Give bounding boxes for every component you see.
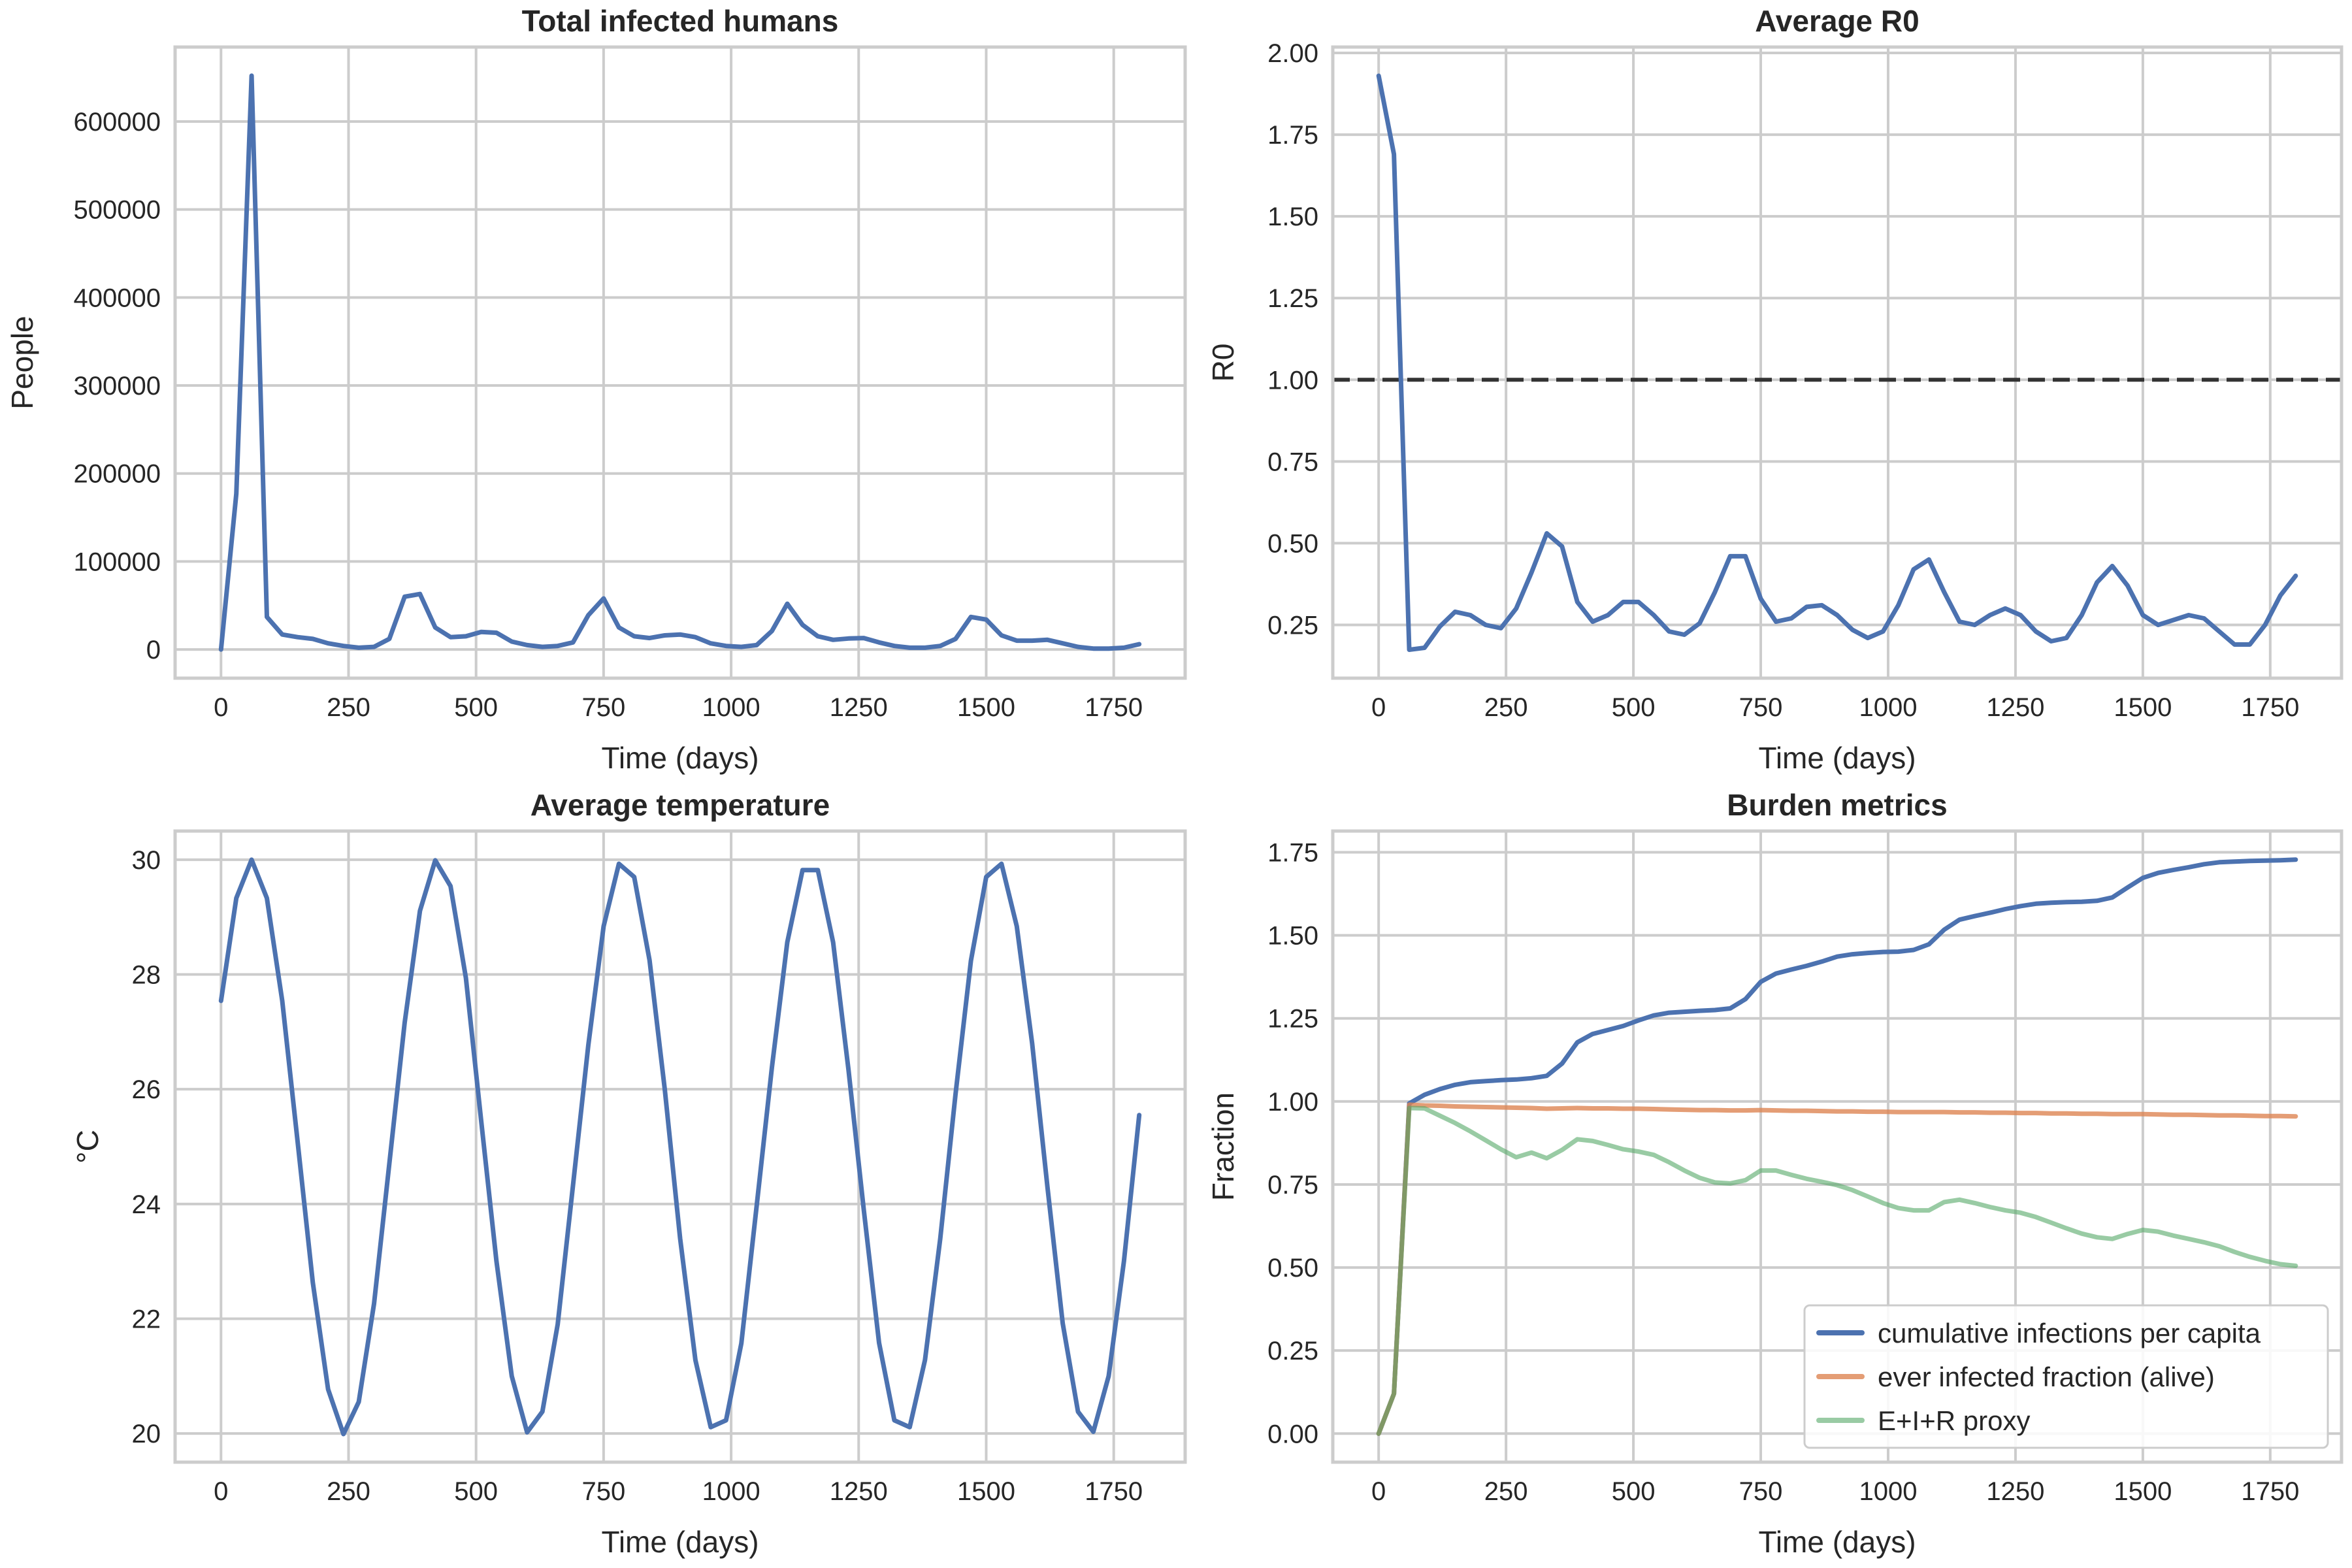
y-tick-label: 24 — [132, 1190, 161, 1219]
x-tick-label: 250 — [1484, 693, 1528, 722]
x-tick-label: 1250 — [1986, 693, 2044, 722]
series-line-1 — [1376, 73, 2298, 652]
x-tick-label: 500 — [1612, 1477, 1656, 1506]
y-tick-label: 0.75 — [1267, 1171, 1318, 1200]
x-tick-label: 1000 — [1859, 693, 1917, 722]
y-tick-label: 0.25 — [1267, 1337, 1318, 1365]
series-line-1 — [1376, 857, 2298, 1436]
y-tick-label: 600000 — [74, 108, 161, 137]
legend-label: cumulative infections per capita — [1878, 1318, 2261, 1348]
y-tick-label: 100000 — [74, 547, 161, 576]
x-tick-label: 1000 — [702, 1477, 760, 1506]
x-tick-label: 1750 — [2241, 693, 2299, 722]
x-axis-label: Time (days) — [601, 741, 759, 775]
x-tick-label: 500 — [1612, 693, 1656, 722]
y-tick-label: 26 — [132, 1075, 161, 1104]
subplot-title: Total infected humans — [522, 4, 839, 38]
y-tick-label: 20 — [132, 1420, 161, 1448]
y-tick-label: 1.00 — [1267, 1088, 1318, 1117]
y-axis-label: °C — [71, 1130, 105, 1164]
plot-area — [1333, 47, 2342, 678]
x-tick-label: 1500 — [957, 693, 1015, 722]
x-tick-label: 500 — [454, 1477, 498, 1506]
y-tick-label: 1.75 — [1267, 121, 1318, 150]
y-tick-label: 0 — [146, 636, 161, 664]
x-tick-label: 1000 — [702, 693, 760, 722]
y-axis-label: Fraction — [1206, 1092, 1240, 1201]
y-tick-label: 1.25 — [1267, 284, 1318, 313]
series-line-1 — [218, 857, 1142, 1437]
x-tick-label: 250 — [327, 1477, 370, 1506]
series-line-2 — [1376, 1102, 2298, 1436]
y-tick-label: 400000 — [74, 284, 161, 312]
x-tick-label: 1750 — [2241, 1477, 2299, 1506]
y-tick-label: 30 — [132, 846, 161, 875]
y-tick-label: 2.00 — [1267, 39, 1318, 68]
series-line-3 — [1376, 1105, 2298, 1436]
x-axis-label: Time (days) — [601, 1525, 759, 1559]
x-tick-label: 1750 — [1085, 693, 1143, 722]
y-tick-label: 1.50 — [1267, 922, 1318, 951]
subplot-title: Average temperature — [531, 788, 830, 822]
legend-label: E+I+R proxy — [1878, 1405, 2030, 1436]
x-axis-label: Time (days) — [1758, 741, 1916, 775]
x-tick-label: 750 — [1739, 693, 1783, 722]
x-tick-label: 750 — [1739, 1477, 1783, 1506]
legend-box — [1803, 1304, 2329, 1449]
subplot-title: Burden metrics — [1727, 788, 1947, 822]
x-tick-label: 750 — [582, 693, 626, 722]
x-tick-label: 0 — [1371, 1477, 1386, 1506]
x-tick-label: 1500 — [957, 1477, 1015, 1506]
y-axis-label: R0 — [1206, 344, 1240, 382]
x-tick-label: 0 — [214, 1477, 228, 1506]
y-tick-label: 28 — [132, 961, 161, 990]
y-tick-label: 1.25 — [1267, 1005, 1318, 1034]
x-tick-label: 1250 — [1986, 1477, 2044, 1506]
x-tick-label: 1500 — [2114, 693, 2172, 722]
y-tick-label: 500000 — [74, 196, 161, 225]
y-tick-label: 22 — [132, 1305, 161, 1333]
y-tick-label: 200000 — [74, 460, 161, 489]
subplot-2: 0 250 500 750 1000 1250 1500 1750 0.25 0.50 0.75 1.… — [1206, 4, 2344, 775]
x-tick-label: 0 — [1371, 693, 1386, 722]
y-tick-label: 1.00 — [1267, 366, 1318, 395]
x-tick-label: 250 — [1484, 1477, 1528, 1506]
x-tick-label: 1250 — [830, 693, 888, 722]
series-line-1 — [218, 73, 1142, 652]
plot-area — [175, 47, 1185, 678]
axes-frame — [1331, 829, 2344, 1464]
subplot-3: 0 250 500 750 1000 1250 1500 1750 20 22 24 26 28 30 Av… — [71, 788, 1187, 1559]
y-tick-label: 0.50 — [1267, 1254, 1318, 1282]
x-tick-label: 750 — [582, 1477, 626, 1506]
axes-frame — [173, 829, 1187, 1464]
y-axis-label: People — [5, 316, 39, 409]
axes-frame — [173, 45, 1187, 680]
y-tick-label: 0.25 — [1267, 611, 1318, 640]
x-tick-label: 500 — [454, 693, 498, 722]
x-tick-label: 1500 — [2114, 1477, 2172, 1506]
legend: cumulative infections per capita ever inf… — [1803, 1304, 2329, 1449]
x-tick-label: 250 — [327, 693, 370, 722]
y-tick-label: 0.00 — [1267, 1420, 1318, 1448]
y-tick-label: 0.75 — [1267, 448, 1318, 476]
y-tick-label: 1.75 — [1267, 839, 1318, 868]
x-tick-label: 0 — [214, 693, 228, 722]
subplot-4: 0 250 500 750 1000 1250 1500 1750 0.00 0.25 0.50 0.… — [1206, 788, 2344, 1559]
x-tick-label: 1750 — [1085, 1477, 1143, 1506]
axes-frame — [1331, 45, 2344, 680]
subplot-title: Average R0 — [1755, 4, 1919, 38]
y-tick-label: 1.50 — [1267, 203, 1318, 231]
x-tick-label: 1000 — [1859, 1477, 1917, 1506]
y-tick-label: 300000 — [74, 372, 161, 400]
y-tick-label: 0.50 — [1267, 529, 1318, 558]
x-axis-label: Time (days) — [1758, 1525, 1916, 1559]
subplot-1: 0 250 500 750 1000 1250 1500 1750 0 100000 200000 3… — [5, 4, 1187, 775]
x-tick-label: 1250 — [830, 1477, 888, 1506]
legend-label: ever infected fraction (alive) — [1878, 1362, 2215, 1392]
